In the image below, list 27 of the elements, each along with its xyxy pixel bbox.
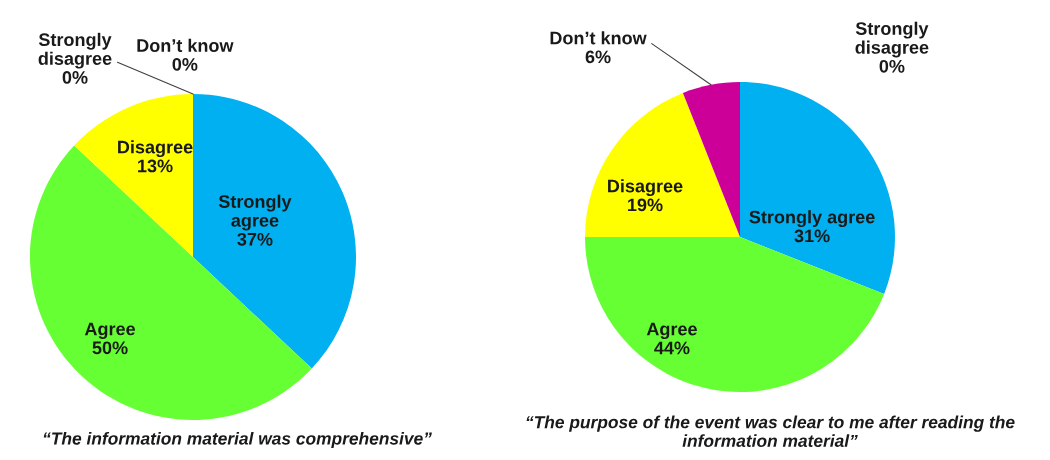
- slice-label: Agree: [84, 322, 136, 339]
- text: 0%: [62, 71, 88, 84]
- data-label: 31%: [794, 229, 830, 243]
- data-label: 37%: [237, 232, 273, 246]
- text: “The information material was comprehensive”: [43, 431, 432, 449]
- pie-slice: [74, 94, 193, 257]
- category-label: Strongly disagree: [38, 32, 112, 69]
- pie-slice: [682, 82, 740, 237]
- pie-slice: [585, 92, 740, 237]
- text: 0%: [879, 59, 905, 73]
- pie-slice: [740, 82, 895, 295]
- slice-label: Disagree: [608, 179, 683, 197]
- text: “The purpose of the event was clear to me after reading the information material”: [526, 415, 1015, 448]
- data-label: 50%: [92, 341, 128, 355]
- category-label: Strongly disagree: [855, 21, 929, 58]
- slice-label: Strongly agree: [218, 194, 292, 231]
- slice-label: Don’t know: [550, 31, 647, 45]
- category-label: Don’t know: [137, 38, 234, 52]
- slice-label: Strongly agree: [749, 210, 875, 228]
- data-label: 19%: [628, 198, 663, 212]
- slice-label: Agree: [646, 322, 697, 340]
- slice-label: Disagree: [118, 140, 193, 158]
- data-label: 13%: [138, 159, 173, 173]
- data-label: 6%: [585, 50, 611, 64]
- pie-slice: [193, 94, 356, 369]
- data-label: 44%: [654, 341, 690, 355]
- text: 0%: [172, 57, 198, 71]
